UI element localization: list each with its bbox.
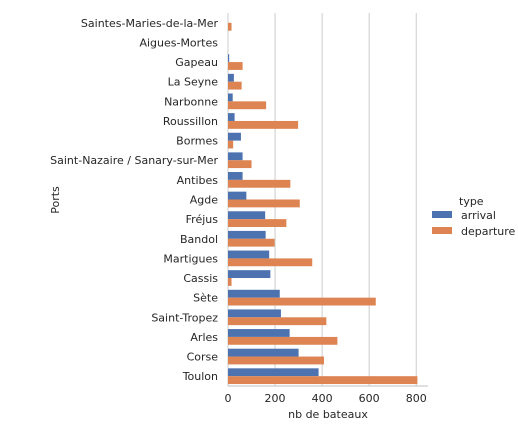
- legend-swatch-arrival: [432, 211, 452, 218]
- y-tick-label: Martigues: [163, 252, 218, 265]
- bar-departure: [228, 120, 299, 129]
- bar-arrival: [228, 54, 230, 63]
- legend-swatch-departure: [432, 227, 452, 234]
- bar-departure: [228, 336, 338, 345]
- x-tick-label: 0: [225, 392, 232, 405]
- bar-arrival: [228, 270, 271, 279]
- y-tick-label: Roussillon: [163, 115, 218, 128]
- bar-arrival: [228, 230, 266, 239]
- legend-label-arrival: arrival: [461, 209, 496, 222]
- x-tick-label: 600: [359, 392, 380, 405]
- bar-arrival: [228, 113, 235, 121]
- y-tick-label: Fréjus: [186, 213, 219, 226]
- bar-arrival: [228, 93, 233, 102]
- x-tick-label: 800: [406, 392, 427, 405]
- bar-arrival: [228, 191, 247, 200]
- legend-items: arrival departure: [432, 209, 516, 238]
- y-tick-label: Sète: [193, 292, 218, 305]
- y-tick-label: Agde: [190, 194, 218, 207]
- bar-departure: [228, 317, 327, 326]
- bar-arrival: [228, 250, 270, 259]
- bar-departure: [228, 219, 287, 227]
- bar-departure: [228, 278, 232, 286]
- bar-arrival: [228, 211, 266, 220]
- legend-label-departure: departure: [461, 225, 516, 238]
- y-tick-label: Bandol: [180, 233, 218, 246]
- y-tick-label: La Seyne: [168, 76, 219, 89]
- x-tick-label: 200: [265, 392, 286, 405]
- bar-arrival: [228, 132, 241, 141]
- bar-arrival: [228, 309, 281, 318]
- bar-arrival: [228, 348, 299, 357]
- legend: type arrival departure: [432, 195, 516, 238]
- bar-departure: [228, 356, 324, 365]
- bar-departure: [228, 22, 232, 31]
- bar-departure: [228, 376, 418, 385]
- y-tick-label: Aigues-Mortes: [139, 36, 218, 49]
- bar-departure: [228, 62, 243, 70]
- bar-departure: [228, 238, 275, 247]
- bar-departure: [228, 258, 313, 267]
- bar-departure: [228, 199, 300, 208]
- y-tick-label: Cassis: [183, 272, 218, 285]
- y-tick-label: Saintes-Maries-de-la-Mer: [81, 17, 219, 30]
- bars-layer: [228, 22, 418, 385]
- y-tick-label: Narbonne: [164, 95, 218, 108]
- legend-title: type: [459, 195, 484, 208]
- bar-arrival: [228, 172, 243, 180]
- bar-departure: [228, 160, 252, 169]
- bar-arrival: [228, 329, 290, 337]
- ticks-layer: 0 200 400 600 800: [225, 392, 427, 405]
- y-tick-label: Gapeau: [175, 56, 218, 69]
- bar-departure: [228, 140, 234, 149]
- y-axis-label: Ports: [49, 186, 62, 214]
- bar-arrival: [228, 368, 319, 377]
- y-tick-label: Antibes: [177, 174, 219, 187]
- bar-arrival: [228, 73, 234, 82]
- y-tick-label: Corse: [187, 351, 219, 364]
- bar-arrival: [228, 152, 243, 161]
- y-tick-label: Arles: [190, 331, 218, 344]
- y-tick-label: Bormes: [176, 135, 218, 148]
- bar-departure: [228, 101, 267, 110]
- x-tick-label: 400: [312, 392, 333, 405]
- y-tick-label: Saint-Tropez: [151, 311, 218, 324]
- bar-departure: [228, 297, 376, 306]
- y-tick-label: Saint-Nazaire / Sanary-sur-Mer: [50, 154, 218, 167]
- x-axis-label: nb de bateaux: [288, 408, 368, 421]
- bar-arrival: [228, 289, 280, 298]
- bar-departure: [228, 179, 291, 188]
- bar-departure: [228, 81, 242, 90]
- labels-layer: Saintes-Maries-de-la-Mer Aigues-Mortes Gap…: [50, 17, 218, 383]
- y-tick-label: Toulon: [182, 370, 218, 383]
